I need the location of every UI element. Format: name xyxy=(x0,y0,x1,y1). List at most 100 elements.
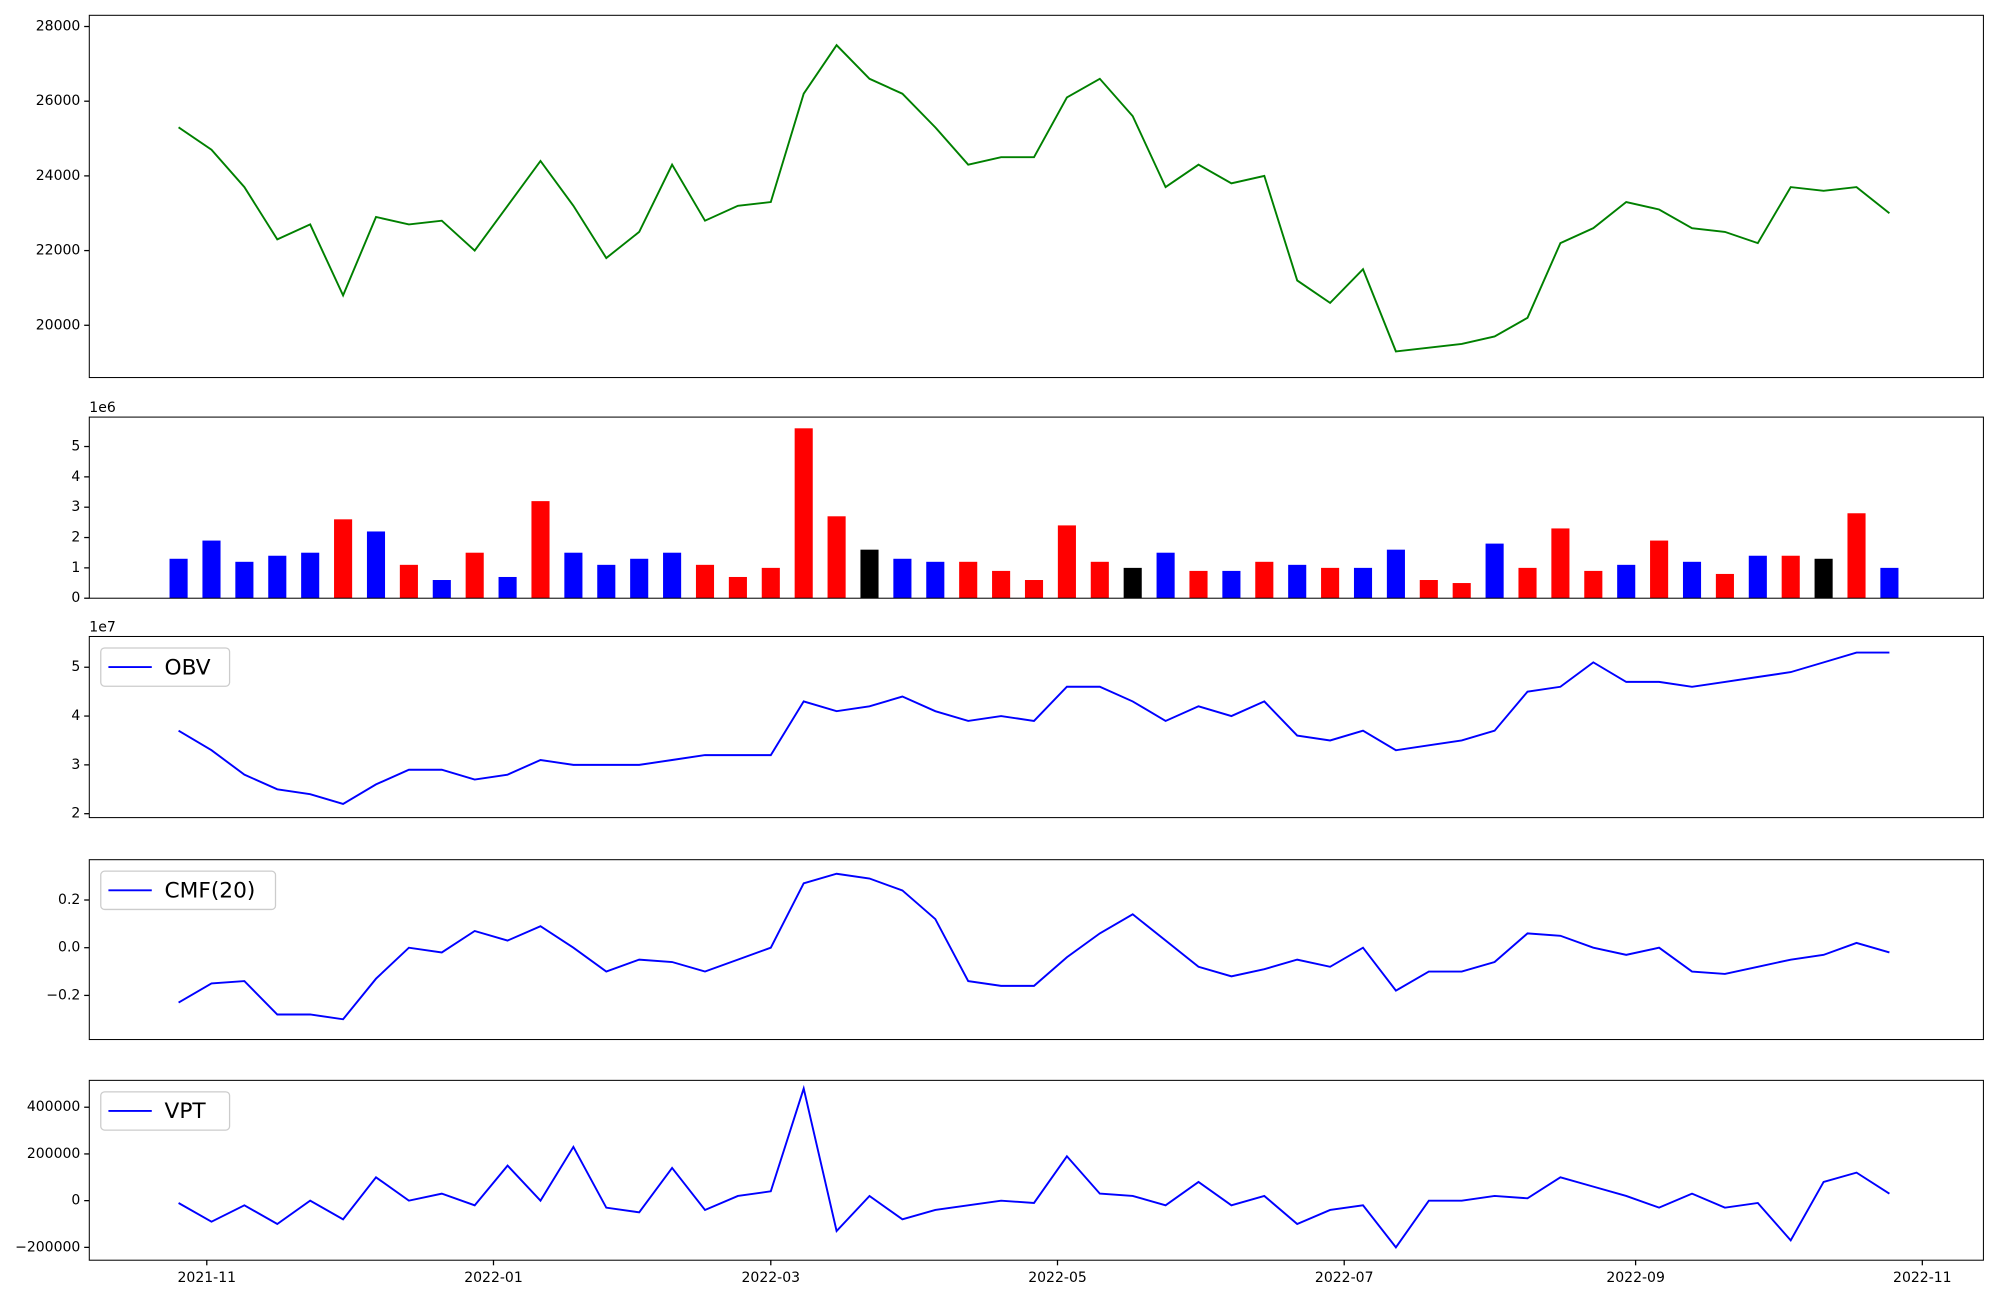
y-tick-label: 400000 xyxy=(27,1099,81,1115)
volume-bar xyxy=(597,564,616,599)
volume-bar xyxy=(1617,564,1636,599)
volume-bar xyxy=(1650,540,1669,599)
volume-bar xyxy=(1090,561,1109,599)
volume-bar xyxy=(1057,525,1076,599)
x-tick-label: 2022-03 xyxy=(742,1270,801,1286)
volume-bar xyxy=(399,564,418,599)
indicator-line xyxy=(178,651,1890,805)
y-tick-label: 20000 xyxy=(36,317,81,333)
legend-box xyxy=(100,870,277,911)
x-tick-label: 2022-09 xyxy=(1606,1270,1665,1286)
y-tick-label: 22000 xyxy=(36,243,81,259)
volume-bar xyxy=(992,570,1011,599)
legend-label: OBV xyxy=(165,655,211,680)
volume-bar xyxy=(794,428,813,599)
offset-text: 1e6 xyxy=(89,400,116,416)
legend-label: CMF(20) xyxy=(165,879,256,904)
volume-bar xyxy=(366,531,386,599)
volume-bar xyxy=(1748,555,1767,599)
volume-bar xyxy=(564,552,583,599)
y-tick-label: 2 xyxy=(71,530,80,546)
volume-bar xyxy=(893,558,912,599)
volume-bar xyxy=(1255,561,1274,599)
y-tick-label: −0.2 xyxy=(46,987,80,1003)
y-tick-label: 0 xyxy=(71,1193,80,1209)
volume-bar xyxy=(1814,558,1833,599)
x-tick-label: 2022-07 xyxy=(1315,1270,1374,1286)
volume-bar xyxy=(695,564,715,599)
y-tick-label: 3 xyxy=(71,757,80,773)
volume-bar xyxy=(926,561,945,599)
y-tick-label: −200000 xyxy=(15,1239,80,1255)
volume-bar xyxy=(1781,555,1800,599)
y-tick-label: 24000 xyxy=(36,168,81,184)
volume-bar xyxy=(1156,552,1175,599)
axes-frame xyxy=(88,859,1984,1041)
volume-bar xyxy=(301,552,320,599)
volume-bar xyxy=(235,561,254,599)
volume-bar xyxy=(202,540,221,599)
volume-bar xyxy=(1288,564,1307,599)
y-tick-label: 2 xyxy=(71,806,80,822)
volume-bar xyxy=(1551,528,1570,599)
axes-frame xyxy=(88,635,1984,819)
y-tick-label: 5 xyxy=(71,439,80,455)
volume-bar xyxy=(1123,567,1142,599)
volume-bar xyxy=(1419,580,1438,599)
y-tick-label: 28000 xyxy=(36,19,81,35)
volume-bar xyxy=(1452,583,1471,599)
volume-bar xyxy=(1189,570,1208,599)
volume-bar xyxy=(465,552,484,599)
indicator-line xyxy=(178,1084,1890,1249)
y-tick-label: 0.0 xyxy=(58,940,80,956)
axes-frame xyxy=(88,14,1984,379)
y-tick-label: 5 xyxy=(71,659,80,675)
legend-box xyxy=(100,1091,231,1131)
volume-bar xyxy=(169,558,188,599)
volume-bar xyxy=(1715,573,1734,599)
axes-frame xyxy=(88,1079,1984,1261)
legend-box xyxy=(100,647,231,687)
legend-label: VPT xyxy=(165,1099,207,1124)
volume-bar xyxy=(1321,567,1340,599)
volume-bar xyxy=(531,501,550,599)
y-tick-label: 4 xyxy=(71,469,80,485)
volume-bar xyxy=(268,555,287,599)
volume-bar xyxy=(860,549,879,599)
volume-bar xyxy=(498,576,517,599)
volume-bar xyxy=(1222,570,1241,599)
price-line xyxy=(178,43,1891,353)
volume-bar xyxy=(761,567,780,599)
volume-bar xyxy=(1880,567,1899,599)
volume-bar xyxy=(1847,513,1866,599)
x-tick-label: 2021-11 xyxy=(178,1270,237,1286)
volume-bar xyxy=(630,558,649,599)
volume-bar xyxy=(334,519,353,599)
volume-bar xyxy=(1386,549,1405,599)
y-tick-label: 3 xyxy=(71,499,80,515)
volume-bar xyxy=(1353,567,1373,599)
volume-bar xyxy=(959,561,978,599)
volume-bar xyxy=(432,580,451,599)
volume-bar xyxy=(1518,567,1537,599)
x-tick-label: 2022-11 xyxy=(1893,1270,1952,1286)
y-tick-label: 4 xyxy=(71,708,80,724)
volume-bar xyxy=(1024,580,1044,599)
volume-bar xyxy=(1682,561,1702,599)
y-tick-label: 1 xyxy=(71,560,80,576)
volume-bar xyxy=(1485,543,1504,599)
x-tick-label: 2022-05 xyxy=(1028,1270,1087,1286)
volume-bar xyxy=(827,516,846,599)
y-tick-label: 26000 xyxy=(36,93,81,109)
volume-bar xyxy=(663,552,682,599)
axes-frame xyxy=(88,416,1984,599)
x-tick-label: 2022-01 xyxy=(464,1270,523,1286)
indicator-line xyxy=(178,872,1890,1021)
volume-bar xyxy=(728,576,747,599)
y-tick-label: 0 xyxy=(71,590,80,606)
y-tick-label: 0.2 xyxy=(58,892,80,908)
y-tick-label: 200000 xyxy=(27,1146,81,1162)
volume-bar xyxy=(1584,570,1603,599)
offset-text: 1e7 xyxy=(89,620,115,636)
